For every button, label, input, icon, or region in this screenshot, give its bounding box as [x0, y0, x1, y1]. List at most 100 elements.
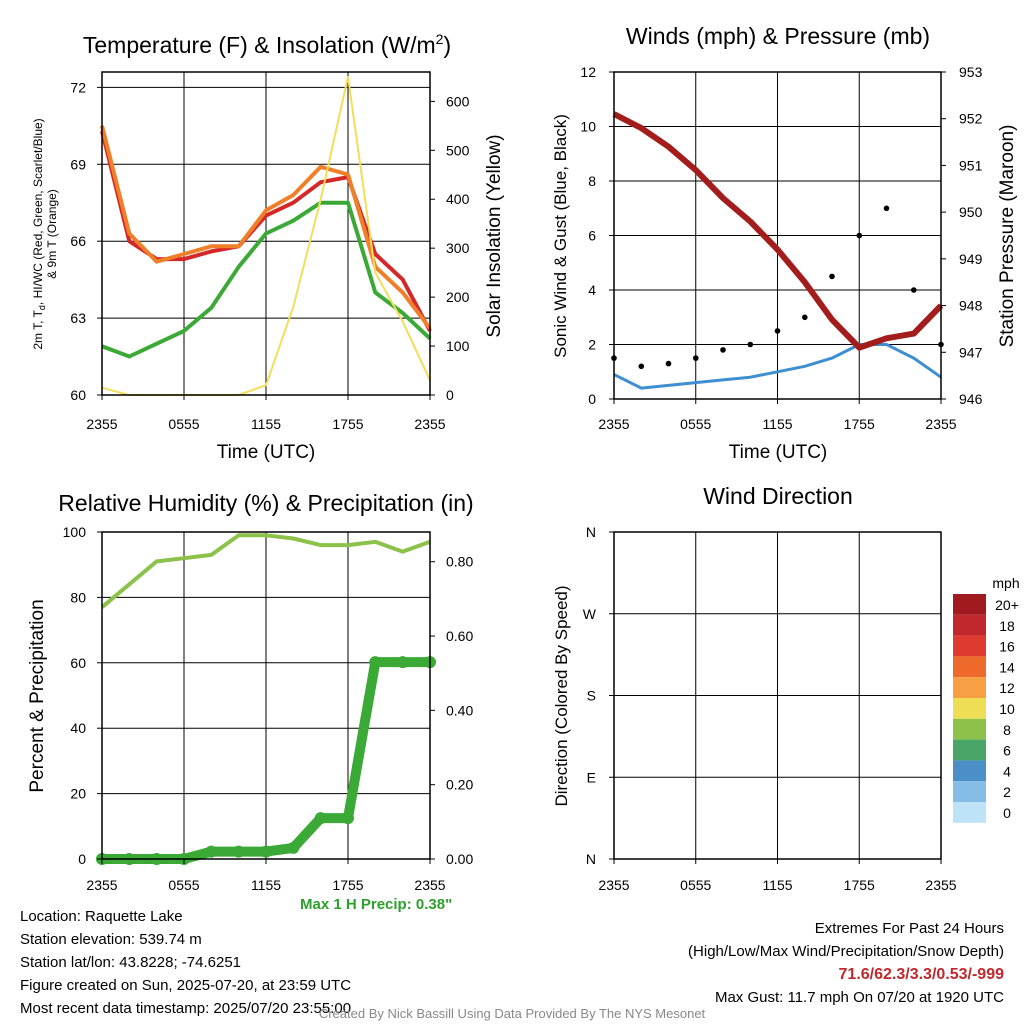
x-tick-label: 1755: [332, 877, 363, 893]
y-tick-label: 60: [70, 387, 86, 403]
x-tick-label: 2355: [414, 877, 445, 893]
wind-y-ticks-right: 953 952 951 950 949 948 947 946: [941, 64, 983, 407]
dir-y-ticks-left: N W S E N: [583, 524, 614, 867]
legend-swatch: [953, 656, 986, 678]
station-location: Location: Raquette Lake: [20, 908, 183, 925]
y-tick-label: 100: [63, 524, 87, 540]
extremes-title: Extremes For Past 24 Hours: [814, 920, 1004, 937]
legend-swatch: [953, 677, 986, 698]
y-tick-label: 0.20: [446, 777, 473, 793]
legend-label: 12: [999, 680, 1015, 696]
legend-label: 10: [999, 701, 1015, 717]
legend-label: 4: [1003, 763, 1011, 779]
y-tick-label: 952: [959, 111, 983, 127]
gust-point: [665, 360, 672, 367]
y-tick-label: 20: [70, 786, 86, 802]
x-tick-label: 0555: [168, 416, 199, 432]
gust-point: [856, 232, 863, 239]
legend-label: 16: [999, 639, 1015, 655]
legend-swatch: [953, 802, 986, 823]
y-tick-label: 69: [70, 156, 86, 172]
y-tick-label: 0.40: [446, 702, 473, 718]
wind-xlabel: Time (UTC): [729, 442, 828, 463]
wind-x-ticks: 2355 0555 1155 1755 2355: [598, 399, 957, 432]
wind-series: [611, 111, 944, 390]
legend-swatch: [953, 698, 986, 719]
wind-title: Winds (mph) & Pressure (mb): [626, 23, 930, 49]
y-tick-label: S: [587, 688, 596, 704]
y-tick-label: 0: [78, 851, 86, 867]
gust-point: [774, 328, 781, 334]
x-tick-label: 1755: [844, 877, 875, 893]
wind-grid: [614, 72, 941, 399]
y-tick-label: N: [586, 524, 596, 540]
y-tick-label: 947: [959, 344, 983, 360]
precip-point: [342, 812, 354, 825]
temp-xlabel: Time (UTC): [217, 442, 316, 463]
y-tick-label: 6: [588, 228, 596, 244]
y-tick-label: 950: [959, 204, 983, 220]
series-line-station-pressure: [612, 111, 944, 351]
legend-label: 14: [999, 659, 1015, 675]
legend-swatch: [953, 781, 986, 802]
legend-label: 20+: [995, 597, 1019, 613]
legend-swatch: [953, 594, 986, 615]
wind-ylabel-right: Station Pressure (Maroon): [997, 125, 1018, 348]
series-line-td: [101, 200, 432, 359]
gust-point: [802, 314, 808, 321]
x-tick-label: 2355: [86, 877, 117, 893]
legend-label: 6: [1003, 743, 1011, 759]
wind-y-ticks-left: 12 10 8 6 4 2 0: [580, 64, 614, 407]
station-info: Location: Raquette Lake Station elevatio…: [20, 905, 351, 1020]
legend-label: 8: [1003, 722, 1011, 738]
precip-point: [314, 812, 327, 825]
gust-point: [883, 205, 890, 212]
figure-created: Figure created on Sun, 2025-07-20, at 23…: [20, 977, 352, 994]
temp-ylabel-left: 2m T, Td, HI/WC (Red, Green, Scarlet/Blu…: [31, 118, 47, 349]
dir-grid: [614, 532, 941, 859]
y-tick-label: 946: [959, 391, 983, 407]
rh-y-ticks-right: 0.80 0.60 0.40 0.20 0.00: [430, 554, 473, 867]
extremes-subtitle: (High/Low/Max Wind/Precipitation/Snow De…: [688, 943, 1004, 960]
y-tick-label: 4: [588, 282, 596, 298]
dir-x-ticks: 2355 0555 1155 1755 2355: [598, 859, 957, 893]
wind-ylabel-left: Sonic Wind & Gust (Blue, Black): [551, 114, 570, 358]
precip-point: [260, 845, 272, 858]
x-tick-label: 0555: [168, 877, 199, 893]
y-tick-label: 2: [588, 337, 596, 353]
y-tick-label: 0.60: [446, 628, 473, 644]
temp-x-ticks: 2355 0555 1155 1755 2355: [86, 395, 446, 432]
credit-line: Created By Nick Bassill Using Data Provi…: [318, 1006, 706, 1021]
station-elevation: Station elevation: 539.74 m: [20, 931, 202, 948]
rh-y-ticks-left: 100 80 60 40 20 0: [63, 524, 102, 867]
y-tick-label: 60: [70, 655, 86, 671]
extremes-values: 71.6/62.3/3.3/0.53/-999: [838, 966, 1004, 983]
x-tick-label: 2355: [925, 877, 956, 893]
gust-point: [720, 347, 726, 353]
x-tick-label: 1155: [762, 877, 792, 893]
temp-y-ticks-right: 600 500 400 300 200 100 0: [430, 93, 470, 403]
y-tick-label: 949: [959, 251, 983, 267]
legend-swatch: [953, 739, 986, 761]
extremes-info: Extremes For Past 24 Hours (High/Low/Max…: [688, 917, 1004, 1009]
x-tick-label: 1755: [844, 416, 875, 432]
x-tick-label: 1755: [332, 416, 363, 432]
y-tick-label: N: [586, 851, 596, 867]
x-tick-label: 1155: [762, 416, 792, 432]
temp-grid: [102, 72, 430, 395]
y-tick-label: 100: [446, 338, 470, 354]
max-precip-label: Max 1 H Precip: 0.38": [300, 896, 453, 913]
recent-timestamp: Most recent data timestamp: 2025/07/20 2…: [20, 1000, 352, 1017]
precip-point: [205, 845, 218, 858]
temp-ylabel-left-2: & 9m T (Orange): [45, 189, 59, 279]
y-tick-label: 400: [446, 191, 470, 207]
temp-panel: Temperature (F) & Insolation (W/m2) 72 69…: [31, 31, 505, 463]
gust-point: [747, 341, 754, 348]
legend-swatch: [953, 760, 986, 782]
rh-title: Relative Humidity (%) & Precipitation (i…: [58, 490, 473, 516]
x-tick-label: 2355: [925, 416, 956, 432]
y-tick-label: 951: [959, 157, 983, 173]
y-tick-label: 300: [446, 240, 470, 256]
